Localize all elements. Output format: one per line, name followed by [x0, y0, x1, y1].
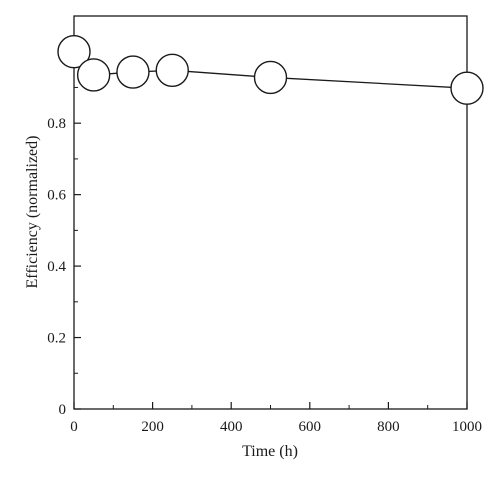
series-segment — [270, 76, 468, 89]
x-tick-label: 600 — [299, 419, 322, 435]
y-axis-title: Efficiency (normalized) — [24, 136, 41, 289]
x-tick-label: 1000 — [452, 419, 482, 435]
x-tick-label: 400 — [220, 419, 243, 435]
y-tick-label: 0.8 — [47, 116, 66, 132]
y-tick-label: 0.6 — [47, 188, 66, 204]
x-axis-title: Time (h) — [242, 443, 298, 460]
x-tick-label: 800 — [377, 419, 400, 435]
data-point — [116, 55, 150, 89]
y-axis: 00.20.40.60.81 — [47, 45, 81, 418]
y-tick-label: 0 — [59, 402, 67, 418]
x-tick-label: 200 — [141, 419, 164, 435]
data-point — [253, 60, 288, 95]
y-tick-label: 0.4 — [47, 259, 66, 275]
x-tick-label: 0 — [70, 419, 78, 435]
y-tick-label: 0.2 — [47, 331, 66, 347]
data-point — [76, 58, 111, 92]
data-point — [57, 35, 91, 69]
data-point — [450, 71, 484, 105]
series-points — [57, 35, 484, 105]
data-point — [155, 53, 189, 88]
x-axis: 0 200 400 600 800 1000 — [70, 402, 482, 435]
